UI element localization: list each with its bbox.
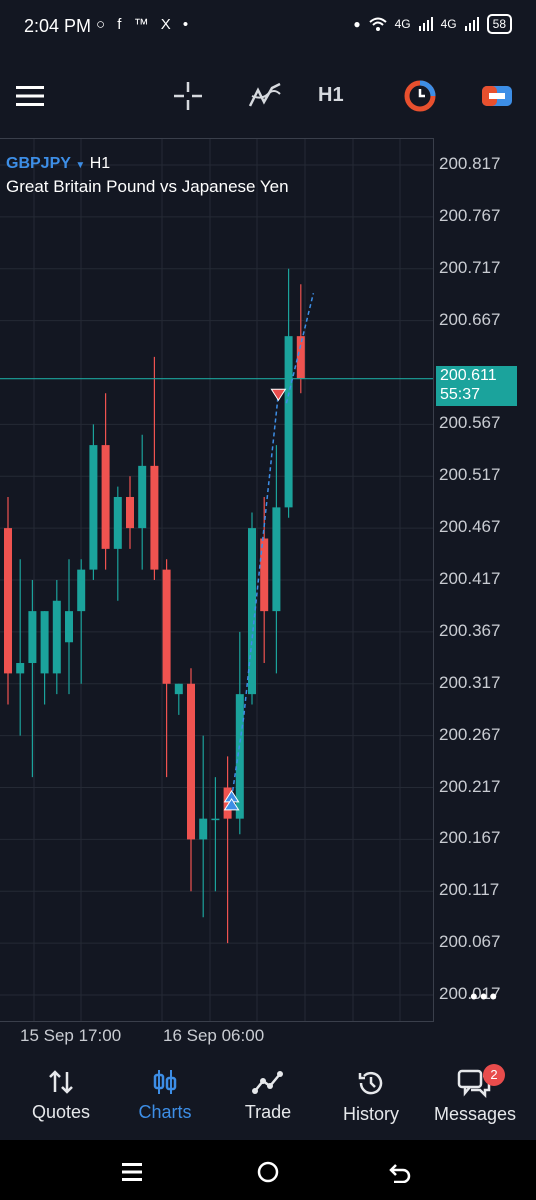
trade-panel-icon[interactable] (475, 74, 519, 118)
symbol-name[interactable]: GBPJPY (6, 155, 71, 172)
buy-arrow-icon (223, 797, 240, 811)
wifi-icon (368, 17, 387, 31)
nav-charts[interactable]: Charts (115, 1068, 215, 1123)
sell-arrow-icon (270, 388, 287, 402)
chart-type-icon[interactable] (398, 74, 442, 118)
candle-body (187, 683, 195, 840)
nav-messages[interactable]: Messages 2 (425, 1064, 525, 1125)
price-axis-label: 200.717 (439, 257, 501, 277)
candle-body (89, 445, 98, 570)
symbol-dropdown-icon[interactable]: ▼ (75, 160, 86, 171)
price-axis-label: 200.317 (439, 672, 501, 692)
time-label: 15 Sep 17:00 (20, 1026, 122, 1045)
price-axis-label: 200.217 (439, 776, 501, 796)
price-axis-label: 200.117 (439, 880, 500, 900)
charts-icon (153, 1070, 177, 1094)
recent-apps-icon[interactable] (116, 1156, 148, 1188)
indicators-icon[interactable] (243, 74, 287, 118)
signal-icon-2 (464, 17, 479, 31)
candle-body (28, 611, 37, 664)
trade-connector (285, 293, 315, 404)
more-options-icon[interactable]: ••• (470, 984, 500, 1009)
candlestick-chart[interactable] (0, 139, 433, 1021)
chart-plot-area[interactable]: GBPJPY ▼ H1 Great Britain Pound vs Japan… (0, 138, 434, 1022)
candle-body (113, 496, 122, 549)
time-label: 16 Sep 06:00 (163, 1026, 265, 1045)
trade-connector (230, 393, 280, 799)
trade-icon (252, 1071, 283, 1094)
candle-body (126, 496, 134, 529)
price-axis-label: 200.067 (439, 932, 501, 952)
candle-body (260, 538, 269, 612)
candle-body (223, 787, 232, 819)
candle-body (4, 528, 12, 674)
candle-body (235, 694, 244, 819)
price-axis-label: 200.017 (439, 984, 501, 1004)
menu-icon[interactable] (8, 74, 52, 118)
signal-icon (418, 17, 433, 31)
candle-body (248, 528, 256, 695)
bottom-navigation: Quotes Charts Trade History Messages 2 (0, 1060, 536, 1140)
symbol-header[interactable]: GBPJPY ▼ H1 (6, 155, 110, 173)
candle-body (101, 445, 110, 549)
nav-label: Trade (244, 1102, 292, 1122)
price-axis-label: 200.817 (439, 153, 501, 173)
bar-countdown: 55:37 (440, 386, 481, 403)
history-icon (358, 1071, 383, 1095)
price-axis-label: 200.417 (439, 569, 501, 588)
price-axis-label: 200.667 (439, 309, 501, 329)
nav-quotes[interactable]: Quotes (11, 1068, 111, 1123)
price-axis-label: 200.267 (439, 724, 501, 744)
candle-body (150, 465, 159, 570)
crosshair-icon[interactable] (166, 74, 210, 118)
status-time: 2:04 PM (24, 16, 92, 36)
candle-body (16, 663, 25, 674)
candle-body (199, 818, 208, 840)
price-axis-label: 200.467 (439, 517, 501, 537)
nav-label: Charts (138, 1102, 192, 1122)
price-axis-label: 200.517 (439, 465, 501, 485)
candle-body (40, 611, 49, 674)
back-icon[interactable] (384, 1156, 416, 1188)
candle-body (65, 611, 73, 643)
candle-body (162, 569, 171, 684)
status-icons-right: ● 4G 4G 58 (353, 14, 512, 34)
nav-label: History (342, 1104, 399, 1124)
candle-body (284, 336, 293, 508)
candle-body (296, 336, 305, 379)
home-icon[interactable] (252, 1156, 284, 1188)
nav-trade[interactable]: Trade (218, 1068, 318, 1123)
current-price-tag: 200.611 55:37 (436, 366, 517, 406)
signal-4g-label-1: 4G (394, 17, 411, 31)
nav-label: Messages (433, 1104, 517, 1124)
signal-4g-label-2: 4G (440, 17, 457, 31)
nav-label: Quotes (31, 1102, 91, 1122)
messages-icon (457, 1069, 491, 1098)
candle-body (77, 569, 86, 612)
price-axis-label: 200.567 (439, 413, 501, 433)
symbol-description: Great Britain Pound vs Japanese Yen (6, 177, 289, 196)
chart-container[interactable]: GBPJPY ▼ H1 Great Britain Pound vs Japan… (0, 138, 536, 1058)
timeframe-selector[interactable]: H1 (318, 84, 344, 106)
data-saver-icon: ● (353, 17, 361, 31)
candle-body (174, 683, 183, 695)
price-axis-label: 200.167 (439, 828, 501, 848)
candle-body (52, 600, 61, 674)
price-axis-label: 200.367 (439, 620, 501, 640)
system-navigation-bar (0, 1140, 536, 1200)
current-price-value: 200.611 (440, 367, 497, 384)
status-bar: 2:04 PM ○ f ™ X • ● 4G 4G 58 (0, 0, 536, 56)
nav-history[interactable]: History (321, 1068, 421, 1125)
quotes-icon (49, 1070, 73, 1094)
candle-body (272, 507, 281, 612)
candle-body (138, 465, 147, 529)
battery-indicator: 58 (486, 14, 512, 34)
chart-toolbar: H1 (0, 60, 536, 132)
unread-badge: 2 (483, 1064, 505, 1086)
notification-icons: ○ f ™ X • (96, 16, 193, 33)
candle-body (211, 818, 220, 821)
price-axis-label: 200.767 (439, 205, 501, 225)
symbol-timeframe: H1 (89, 155, 111, 172)
